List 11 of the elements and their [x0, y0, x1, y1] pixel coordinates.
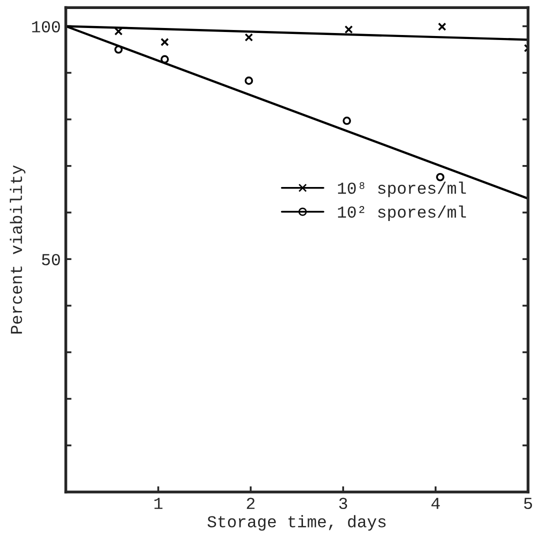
y-axis-title: Percent viability [10, 165, 26, 334]
x-tick-label: 2 [246, 498, 255, 509]
x-tick-label: 5 [524, 498, 532, 510]
x-tick-label: 3 [339, 498, 348, 510]
x-axis-title: Storage time, days [208, 515, 386, 531]
x-tick-label: 1 [154, 498, 162, 509]
y-tick-label: 100 [32, 21, 60, 32]
x-tick-label: 4 [431, 498, 440, 509]
legend-label: 10² spores/ml [338, 206, 466, 222]
legend-label: 10⁸ spores/ml [338, 182, 466, 198]
y-tick-label: 50 [42, 254, 60, 266]
